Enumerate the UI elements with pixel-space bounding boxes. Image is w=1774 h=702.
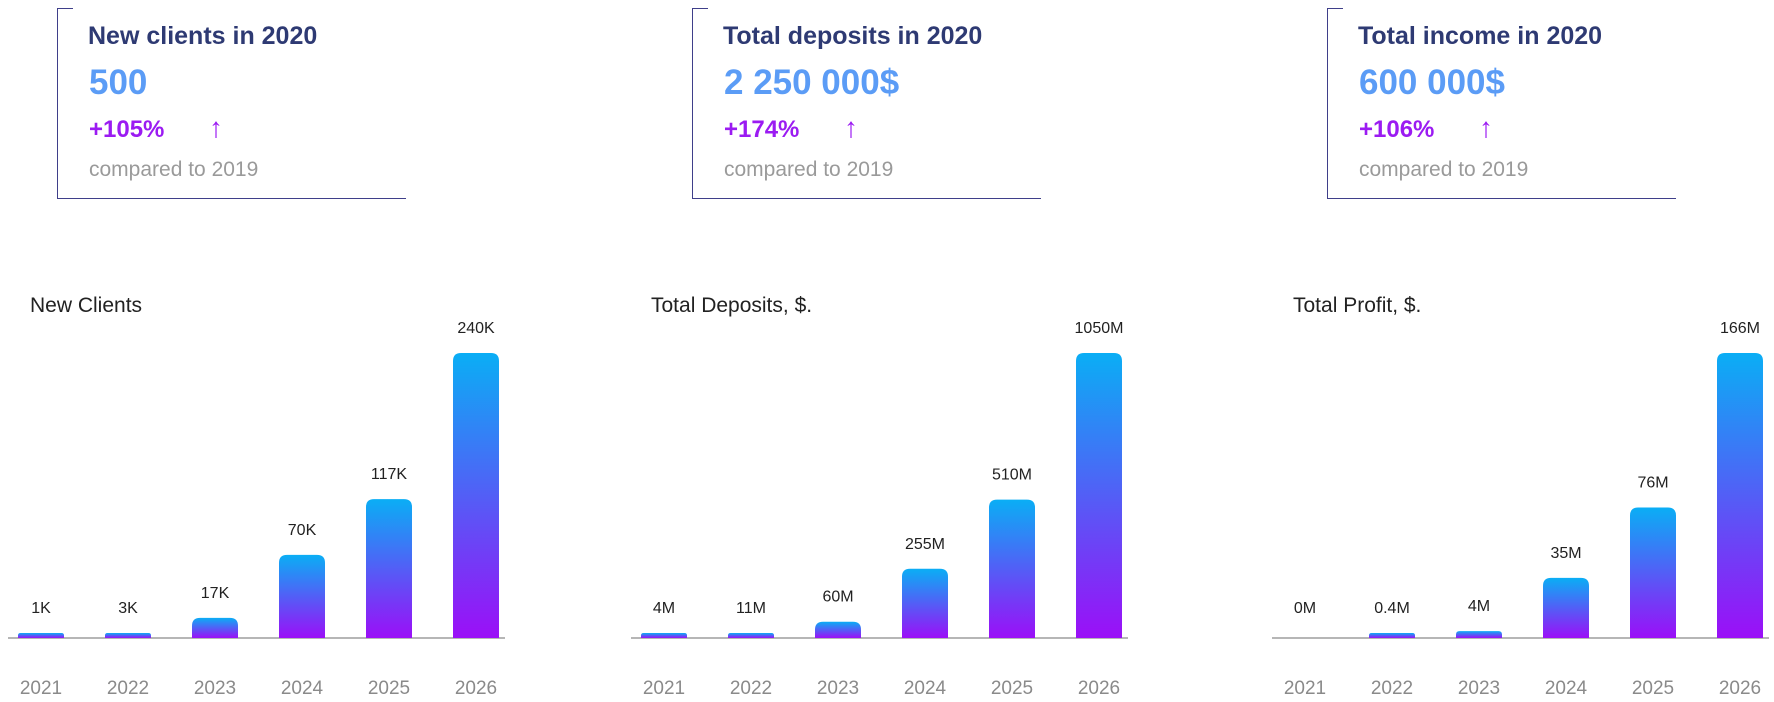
chart-title: Total Deposits, $. — [651, 294, 812, 317]
data-label: 510M — [992, 467, 1032, 484]
data-label: 166M — [1720, 320, 1760, 337]
stat-card-new-clients: New clients in 2020 500 +105% ↑ compared… — [57, 8, 406, 199]
x-tick-label: 2023 — [1458, 678, 1500, 699]
bar — [105, 633, 151, 638]
x-tick-label: 2023 — [817, 678, 859, 699]
bar — [18, 633, 64, 638]
stat-card-total-deposits: Total deposits in 2020 2 250 000$ +174% … — [692, 8, 1041, 199]
stat-note: compared to 2019 — [89, 158, 259, 181]
bar — [728, 633, 774, 638]
card-frame-tick — [1327, 8, 1343, 9]
arrow-up-icon: ↑ — [844, 112, 858, 143]
bar — [902, 568, 948, 638]
data-label: 76M — [1637, 475, 1668, 492]
chart-title: New Clients — [30, 294, 142, 317]
data-label: 35M — [1550, 545, 1581, 562]
bar — [641, 633, 687, 638]
stat-title: New clients in 2020 — [88, 22, 318, 50]
stat-value: 2 250 000$ — [724, 63, 900, 102]
bar — [989, 499, 1035, 638]
bar — [1456, 631, 1502, 638]
x-tick-label: 2022 — [730, 678, 772, 699]
data-label: 1050M — [1075, 320, 1124, 337]
stat-card-total-income: Total income in 2020 600 000$ +106% ↑ co… — [1327, 8, 1676, 199]
bar — [1543, 577, 1589, 638]
bar — [192, 617, 238, 638]
data-label: 117K — [371, 466, 408, 483]
x-tick-label: 2021 — [643, 678, 685, 699]
stat-title: Total deposits in 2020 — [723, 22, 983, 50]
x-tick-label: 2024 — [1545, 678, 1588, 699]
stat-value: 600 000$ — [1359, 63, 1505, 102]
x-tick-label: 2021 — [1284, 678, 1326, 699]
data-label: 4M — [1468, 598, 1490, 615]
data-label: 60M — [822, 589, 853, 606]
bar — [815, 621, 861, 638]
stat-change: +106% — [1359, 116, 1435, 143]
data-label: 11M — [736, 600, 766, 617]
card-frame — [57, 8, 406, 199]
data-label: 3K — [118, 600, 138, 617]
bar — [1717, 353, 1763, 638]
stat-note: compared to 2019 — [1359, 158, 1529, 181]
card-frame-tick — [57, 8, 73, 9]
x-tick-label: 2025 — [991, 678, 1033, 699]
data-label: 70K — [288, 522, 317, 539]
bar — [1076, 353, 1122, 638]
data-label: 17K — [201, 585, 230, 602]
data-label: 255M — [905, 536, 945, 553]
data-label: 240K — [457, 320, 495, 337]
bar — [453, 353, 499, 638]
x-tick-label: 2026 — [1719, 678, 1761, 699]
stat-title: Total income in 2020 — [1358, 22, 1603, 50]
x-tick-label: 2022 — [1371, 678, 1413, 699]
stat-note: compared to 2019 — [724, 158, 894, 181]
arrow-up-icon: ↑ — [1479, 112, 1493, 143]
data-label: 0.4M — [1374, 600, 1410, 617]
x-tick-label: 2024 — [281, 678, 324, 699]
x-tick-label: 2026 — [455, 678, 497, 699]
stat-change: +174% — [724, 116, 800, 143]
chart-title: Total Profit, $. — [1293, 294, 1421, 317]
bar — [366, 499, 412, 638]
x-tick-label: 2021 — [20, 678, 62, 699]
card-frame — [1327, 8, 1676, 199]
x-tick-label: 2026 — [1078, 678, 1120, 699]
stat-value: 500 — [89, 63, 148, 102]
x-tick-label: 2025 — [368, 678, 410, 699]
bar — [1369, 633, 1415, 638]
data-label: 0M — [1294, 600, 1316, 617]
card-frame — [692, 8, 1041, 199]
data-label: 4M — [653, 600, 675, 617]
stat-change: +105% — [89, 116, 165, 143]
x-tick-label: 2025 — [1632, 678, 1674, 699]
x-tick-label: 2022 — [107, 678, 149, 699]
arrow-up-icon: ↑ — [209, 112, 223, 143]
data-label: 1K — [31, 600, 51, 617]
card-frame-tick — [692, 8, 708, 9]
bar — [1630, 507, 1676, 638]
bar — [279, 554, 325, 638]
x-tick-label: 2023 — [194, 678, 236, 699]
x-tick-label: 2024 — [904, 678, 947, 699]
